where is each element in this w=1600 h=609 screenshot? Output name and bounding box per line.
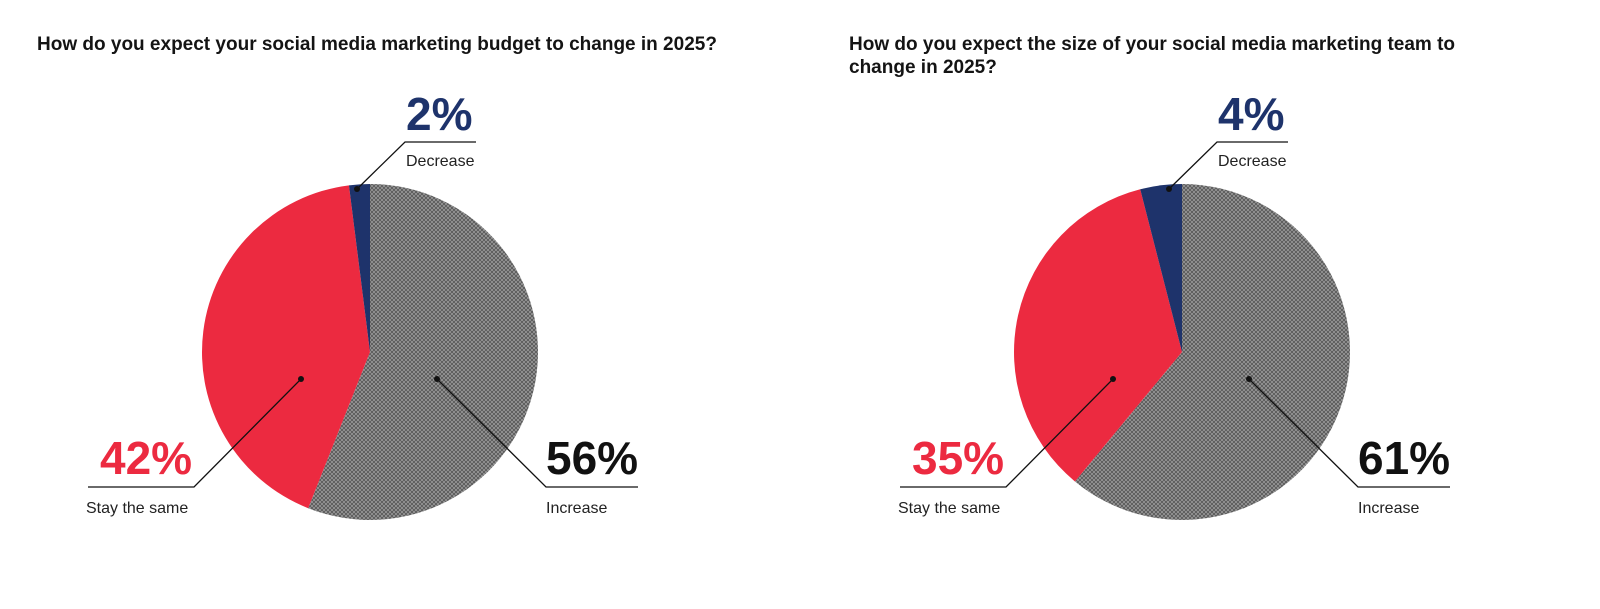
data-label-increase: 56% (546, 432, 638, 484)
callout-dot-increase (434, 376, 440, 382)
slice-increase (1074, 184, 1350, 520)
slice-stay-the-same (202, 185, 370, 509)
chart-title: How do you expect your social media mark… (37, 34, 717, 55)
category-label-increase: Increase (546, 500, 607, 517)
budget-chart-panel: How do you expect your social media mark… (37, 34, 717, 520)
data-label-stay-the-same: 42% (100, 432, 192, 484)
callout-dot-increase (1246, 376, 1252, 382)
slice-decrease (1140, 184, 1182, 352)
callout-line-increase (436, 378, 638, 488)
callout-dot-decrease (354, 186, 360, 192)
slice-stay-the-same (1014, 189, 1182, 482)
data-label-decrease: 2% (406, 88, 472, 140)
team-size-pie-chart: 61% Increase 35% Stay the same 4% Decrease (898, 88, 1450, 520)
chart-title: How do you expect the size of your socia… (849, 34, 1456, 78)
callout-line-decrease (1168, 141, 1288, 190)
budget-pie-chart: 56% Increase 42% Stay the same 2% Decrease (86, 88, 638, 520)
callout-line-stay-the-same (900, 378, 1114, 488)
callout-line-increase (1248, 378, 1450, 488)
slice-decrease (348, 184, 370, 352)
slice-increase (308, 184, 538, 520)
callout-line-stay-the-same (88, 378, 302, 488)
category-label-stay-the-same: Stay the same (898, 500, 1000, 517)
category-label-decrease: Decrease (406, 153, 475, 170)
pie-slices (1014, 184, 1350, 520)
data-label-decrease: 4% (1218, 88, 1284, 140)
pie-callouts: 56% Increase 42% Stay the same 2% Decrease (86, 88, 638, 517)
data-label-increase: 61% (1358, 432, 1450, 484)
team-size-chart-panel: How do you expect the size of your socia… (812, 0, 1600, 609)
callout-dot-stay-the-same (298, 376, 304, 382)
callout-line-decrease (356, 141, 476, 190)
data-label-stay-the-same: 35% (912, 432, 1004, 484)
pie-slices (202, 184, 538, 520)
category-label-decrease: Decrease (1218, 153, 1287, 170)
category-label-stay-the-same: Stay the same (86, 500, 188, 517)
callout-dot-decrease (1166, 186, 1172, 192)
callout-dot-stay-the-same (1110, 376, 1116, 382)
pie-callouts: 61% Increase 35% Stay the same 4% Decrease (898, 88, 1450, 517)
category-label-increase: Increase (1358, 500, 1419, 517)
